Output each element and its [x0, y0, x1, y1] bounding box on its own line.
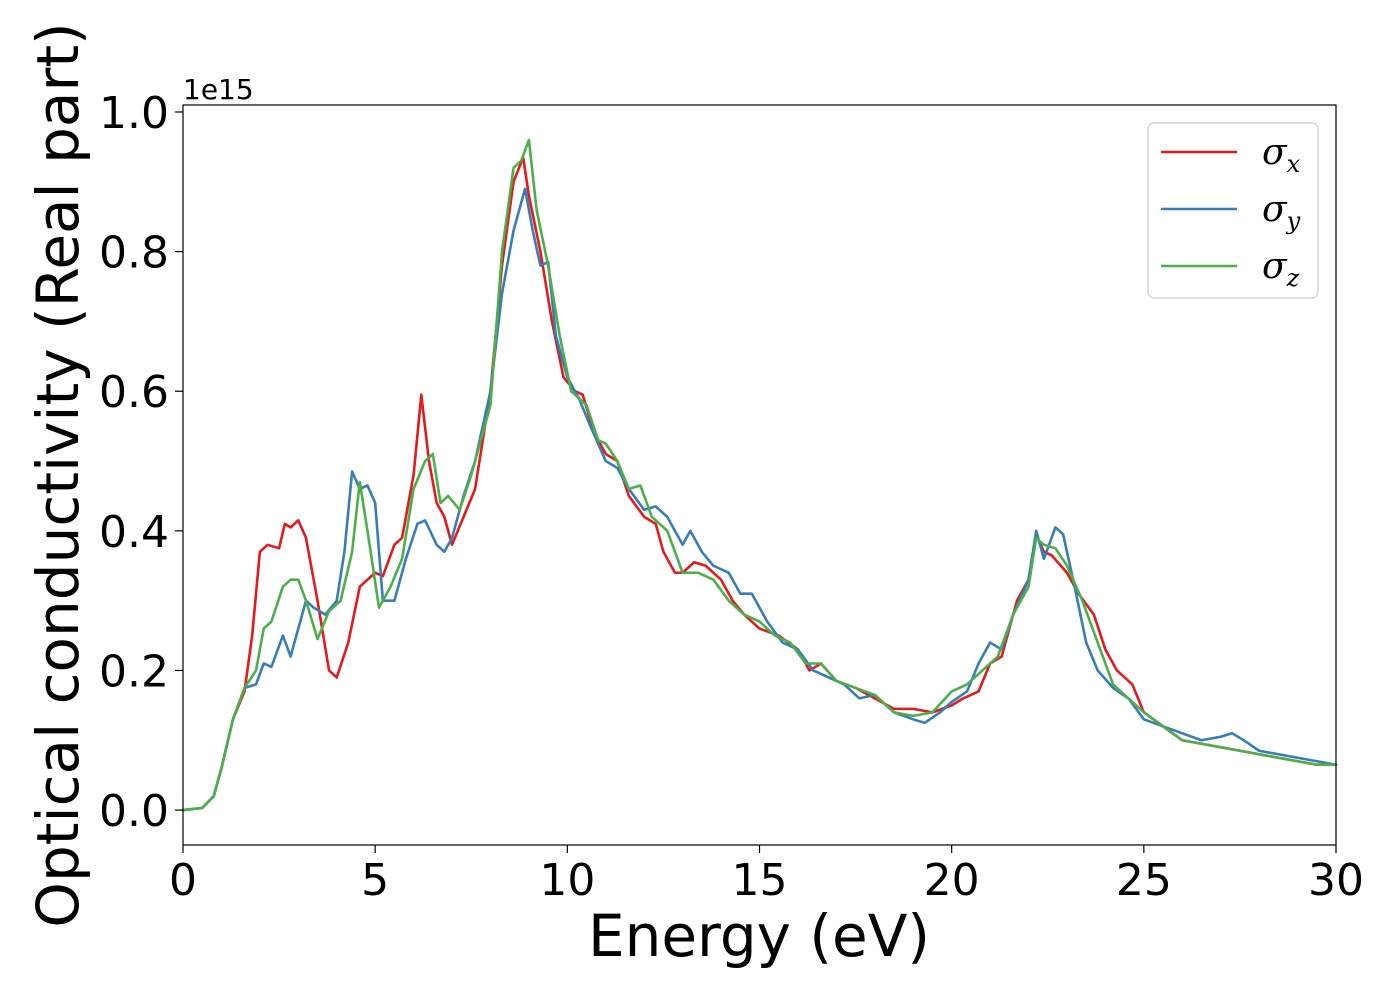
x-tick-label: 0 [169, 855, 197, 906]
series-line-y [181, 187, 1338, 812]
x-tick-label: 30 [1308, 855, 1364, 906]
x-tick-label: 5 [361, 855, 389, 906]
legend-items: σx σy σz [1161, 132, 1301, 292]
x-tick-label: 15 [732, 855, 788, 906]
x-tick-label: 25 [1116, 855, 1172, 906]
y-tick-label: 0.6 [99, 367, 169, 418]
legend: σx σy σz [1147, 122, 1319, 299]
x-axis-label: Energy (eV) [588, 902, 930, 970]
x-tick-label: 10 [539, 855, 595, 906]
y-offset-label: 1e15 [183, 73, 254, 106]
y-tick-label: 0.8 [99, 228, 169, 279]
y-tick-label: 0.0 [99, 786, 169, 837]
legend-label-z: σz [1262, 246, 1300, 292]
x-tick-label: 20 [924, 855, 980, 906]
legend-box [1147, 122, 1319, 299]
legend-label-x: σx [1262, 132, 1301, 178]
series-layer [181, 138, 1338, 812]
series-line-z [181, 138, 1338, 812]
y-axis-label: Optical conductivity (Real part) [24, 22, 92, 927]
legend-label-y: σy [1262, 189, 1301, 235]
y-tick-label: 0.2 [99, 646, 169, 697]
ticks-layer: 0 5 10 15 20 25 30 0.0 0.2 0.4 0.6 0.8 1.0 [99, 88, 1364, 906]
y-tick-label: 0.4 [99, 507, 169, 558]
y-tick-label: 1.0 [99, 88, 169, 139]
